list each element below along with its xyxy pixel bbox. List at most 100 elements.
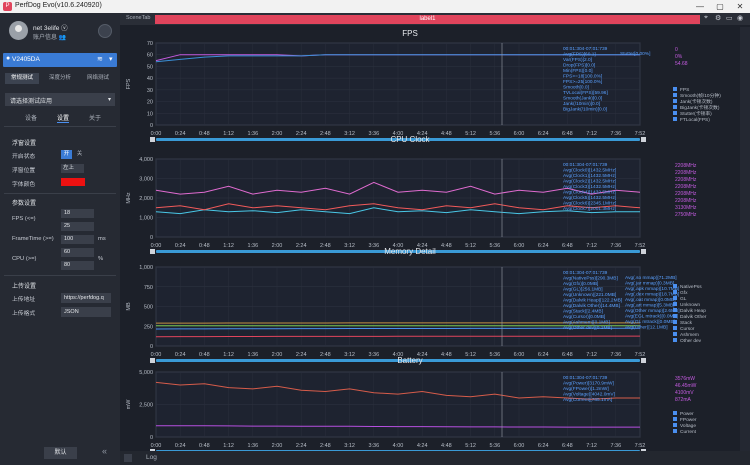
- app-select[interactable]: 请选择测试应用 ▾: [5, 93, 115, 106]
- x-tick-label: 5:12: [465, 352, 476, 358]
- x-tick-label: 1:12: [223, 443, 234, 449]
- x-tick-label: 4:48: [441, 131, 452, 137]
- account-info-link[interactable]: 账户信息 👥: [33, 35, 67, 41]
- x-tick-label: 0:48: [199, 352, 210, 358]
- x-tick-label: 3:36: [368, 131, 379, 137]
- fps-threshold-input-1[interactable]: 18: [61, 209, 94, 218]
- upload-format-select[interactable]: JSON: [61, 307, 111, 317]
- log-label[interactable]: Log: [146, 454, 157, 461]
- tab-deep-analysis[interactable]: 深度分析: [48, 75, 71, 81]
- y-tick-label: 70: [147, 41, 153, 47]
- scroll-handle-right: [641, 249, 646, 254]
- x-tick-label: 6:00: [514, 443, 525, 449]
- timeline-scrollbar: [156, 138, 640, 141]
- tab-normal-test[interactable]: 常规测试: [5, 73, 39, 84]
- app-select-placeholder: 请选择测试应用: [10, 99, 53, 105]
- legend-swatch: [673, 87, 677, 91]
- x-tick-label: 2:24: [296, 131, 307, 137]
- tooltip-line: Avg(Clock5)[1432.5MHz]: [563, 195, 616, 201]
- logout-icon[interactable]: [98, 24, 112, 38]
- series-value: 54.68: [675, 61, 688, 67]
- legend-entry: Current: [680, 429, 697, 435]
- upload-address-label: 上传地址: [12, 297, 36, 303]
- series-value: 3130MHz: [675, 205, 697, 211]
- x-tick-label: 6:00: [514, 352, 525, 358]
- settings-icon[interactable]: ⚙: [715, 15, 722, 22]
- tooltip-line: Smooth[0.0]: [563, 85, 589, 91]
- legend-entry: Power: [680, 411, 694, 417]
- x-tick-label: 2:24: [296, 443, 307, 449]
- x-tick-label: 3:36: [368, 352, 379, 358]
- tooltip-line: Avg(Clock4)[1432.5MHz]: [563, 190, 616, 196]
- avatar[interactable]: [9, 21, 28, 40]
- chart-title: Memory Detail: [384, 247, 436, 256]
- frametime-threshold-input[interactable]: 100: [61, 235, 94, 244]
- x-tick-label: 4:48: [441, 352, 452, 358]
- x-tick-label: 0:24: [175, 131, 186, 137]
- tooltip-line: Avg(.apk mmap)[10.7MB]: [625, 286, 679, 292]
- folder-icon[interactable]: ▭: [726, 15, 733, 22]
- x-tick-label: 4:24: [417, 352, 428, 358]
- x-tick-label: 1:36: [247, 352, 258, 358]
- default-button[interactable]: 默认: [44, 447, 77, 459]
- log-toggle[interactable]: [124, 454, 132, 462]
- series-value: 0: [675, 47, 678, 53]
- maximize-button[interactable]: ▢: [716, 2, 724, 11]
- tooltip-line: Avg(Dalvik Heap)[122.2MB]: [563, 298, 622, 304]
- legend-swatch: [673, 117, 677, 121]
- x-tick-label: 0:24: [175, 352, 186, 358]
- tooltip-line: Avg(Gfx)[0.0MB]: [563, 281, 598, 287]
- float-off-toggle[interactable]: 关: [76, 151, 83, 157]
- y-tick-label: 10: [147, 111, 153, 117]
- legend-entry: Jank(卡顿次数): [680, 98, 713, 105]
- fps-threshold-input-2[interactable]: 25: [61, 222, 94, 231]
- title-bar: P PerfDog Evo(v10.6.240920) — ▢ ✕: [0, 0, 750, 13]
- divider: [4, 126, 116, 127]
- legend-entry: FPS: [680, 87, 689, 93]
- y-tick-label: 3,000: [139, 177, 153, 183]
- scene-tab[interactable]: SceneTab: [126, 15, 151, 21]
- tooltip-line: Avg(GL mtrack)[0.0MB]: [625, 319, 675, 325]
- tooltip-line: Stutter[0.00%]: [620, 51, 650, 57]
- cpu-threshold-input-2[interactable]: 80: [61, 261, 94, 270]
- x-tick-label: 2:24: [296, 243, 307, 249]
- upload-address-input[interactable]: https://perfdog.q: [61, 293, 111, 303]
- top-bar: SceneTab label1 ⌖ ⚙ ▭ ◉: [120, 13, 750, 25]
- y-tick-label: 50: [147, 64, 153, 70]
- upload-heading: 上传设置: [12, 284, 37, 290]
- x-tick-label: 5:12: [465, 243, 476, 249]
- record-icon[interactable]: ◉: [737, 15, 744, 22]
- float-position-select[interactable]: 左上: [61, 164, 84, 173]
- x-tick-label: 1:36: [247, 443, 258, 449]
- collapse-sidebar-icon[interactable]: «: [102, 446, 108, 456]
- tooltip-line: Avg(.oat mmap)[0.0MB]: [625, 297, 676, 303]
- tab-device[interactable]: 设备: [25, 116, 38, 122]
- label-bar[interactable]: label1: [155, 15, 700, 24]
- x-tick-label: 1:12: [223, 352, 234, 358]
- font-color-swatch[interactable]: [61, 178, 85, 186]
- cpu-threshold-input-1[interactable]: 60: [61, 248, 94, 257]
- x-tick-label: 5:12: [465, 443, 476, 449]
- tab-network-test[interactable]: 网络测试: [86, 75, 109, 81]
- legend-entry: Dalvik Other: [680, 314, 707, 320]
- tooltip-line: Avg(Other)[12.1MB]: [625, 325, 668, 331]
- frametime-threshold-label: FrameTime (>=): [12, 236, 54, 242]
- tooltip-line: Avg(Other dev)[0.1MB]: [563, 325, 612, 331]
- tab-about[interactable]: 关于: [89, 116, 102, 122]
- legend-entry: Cursor: [680, 326, 695, 332]
- x-tick-label: 0:48: [199, 443, 210, 449]
- location-icon[interactable]: ⌖: [704, 14, 708, 21]
- x-tick-label: 7:12: [586, 131, 597, 137]
- chevron-down-icon: ▾: [109, 56, 113, 63]
- x-tick-label: 6:00: [514, 243, 525, 249]
- float-open-label: 开启状态: [12, 154, 36, 160]
- close-button[interactable]: ✕: [736, 2, 744, 11]
- label-text: label1: [419, 16, 436, 22]
- legend-swatch: [673, 105, 677, 109]
- tooltip-line: Avg(FPower)[1.2mW]: [563, 386, 609, 392]
- tab-settings[interactable]: 设置: [57, 113, 70, 123]
- float-on-toggle[interactable]: 开: [61, 150, 72, 159]
- minimize-button[interactable]: —: [696, 2, 704, 11]
- device-selector[interactable]: ● V2405DA ≋ ▾: [3, 53, 117, 67]
- x-tick-label: 3:36: [368, 243, 379, 249]
